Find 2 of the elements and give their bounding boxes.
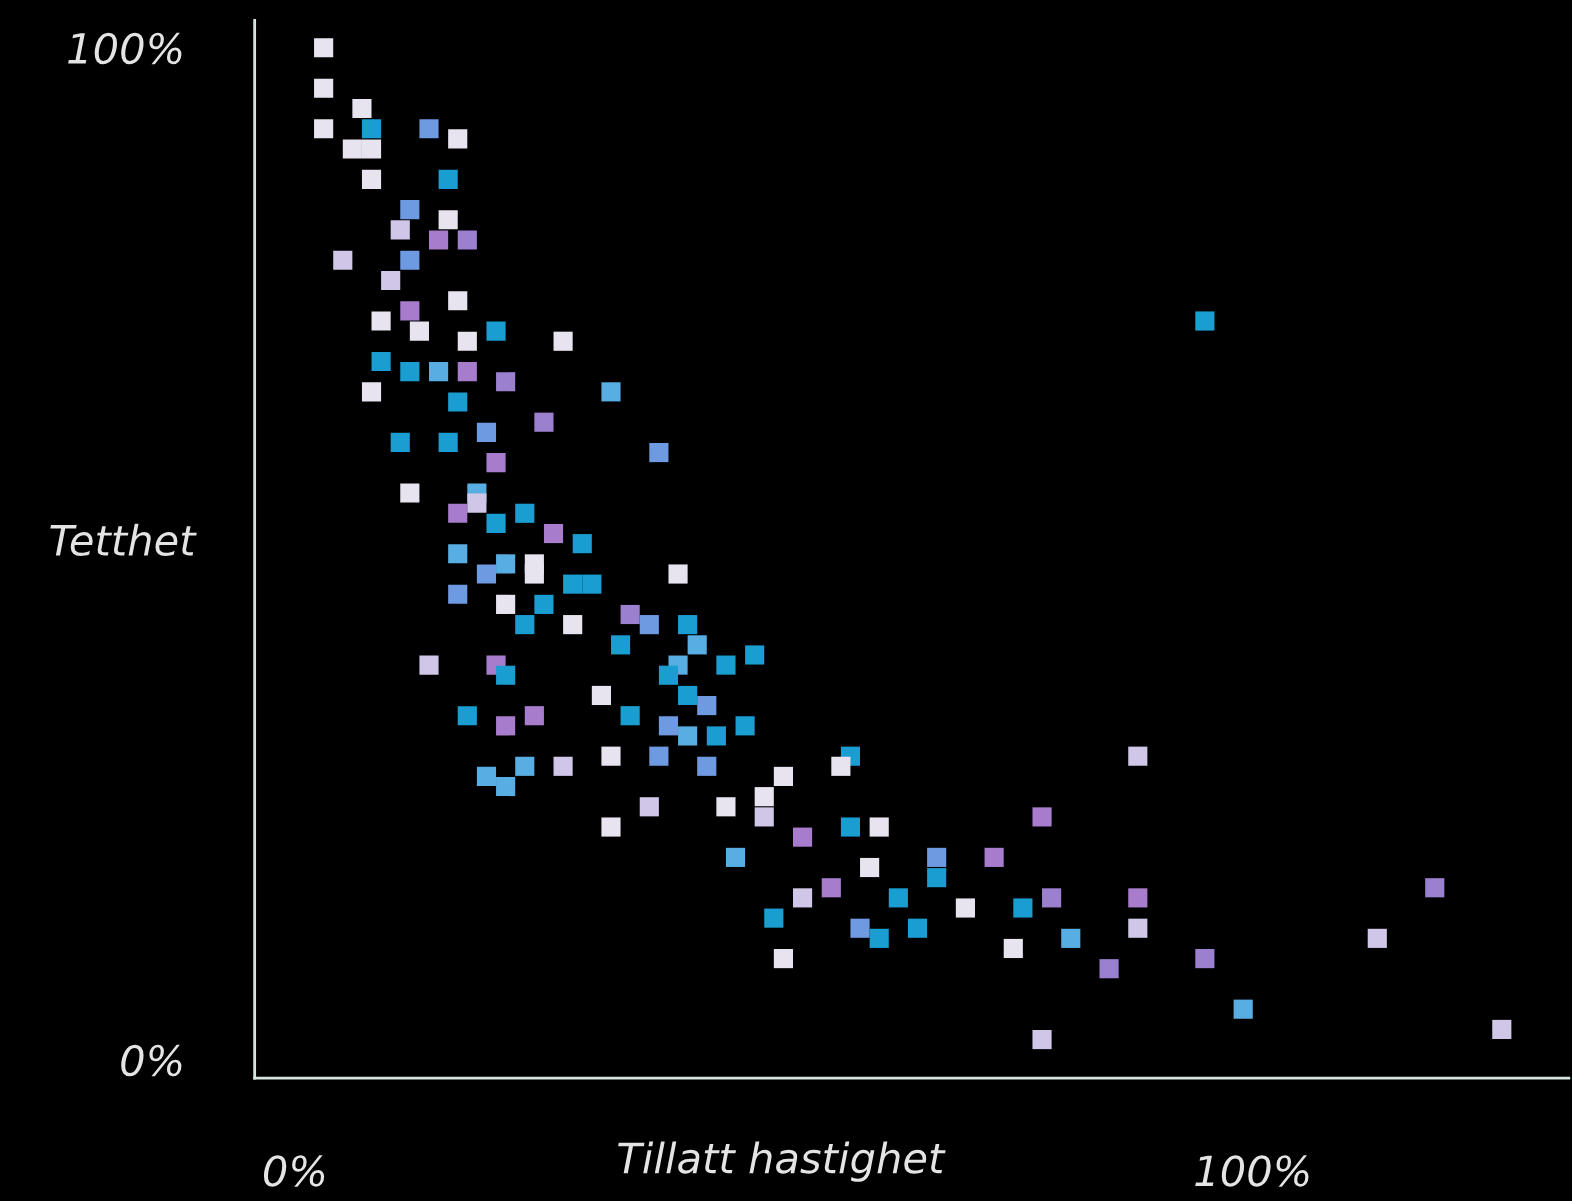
y-axis-title: Tetthet — [50, 523, 197, 557]
x-axis-title: Tillatt hastighet — [618, 1141, 946, 1182]
